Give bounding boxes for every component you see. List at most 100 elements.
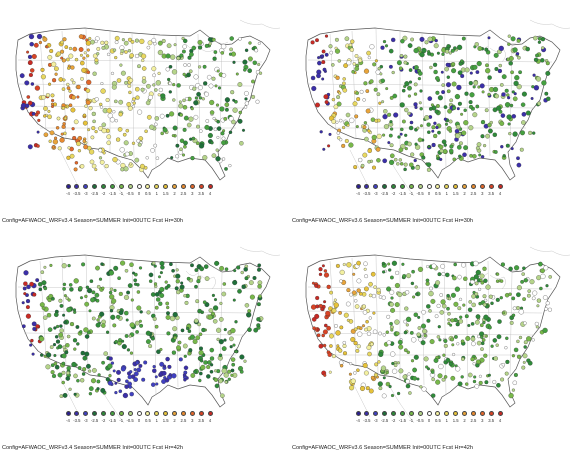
station-point [193,74,199,80]
station-point [144,129,148,134]
station-point [389,127,394,131]
station-point [96,47,101,51]
station-point [120,260,126,266]
station-point [58,298,63,303]
station-point [84,104,88,108]
station-point [228,116,234,122]
legend-label: 0 [427,418,431,423]
station-point [243,267,248,272]
station-point [368,293,373,298]
boundary-line [239,19,281,29]
station-point [182,98,186,103]
station-point [373,87,378,92]
station-point [145,156,149,160]
station-point [470,322,475,326]
legend-swatch [444,184,450,189]
station-point [535,325,539,329]
station-point [175,273,181,279]
station-point [158,301,163,306]
station-point [518,309,524,315]
station-point [540,58,545,63]
station-point [129,322,135,328]
station-point [453,46,457,50]
station-point [392,93,398,99]
station-point [463,276,468,281]
station-point [165,113,170,118]
legend-swatch [462,184,467,189]
station-point [457,101,462,106]
station-point [213,298,218,302]
station-point [209,99,215,106]
station-point [448,297,452,301]
station-point [498,63,503,68]
station-point [132,101,136,105]
station-point [390,275,394,280]
station-point [110,361,115,365]
station-point [499,83,504,87]
station-point [391,260,398,266]
station-point [317,56,321,60]
station-point [107,363,113,369]
station-point [82,113,87,117]
station-point [77,149,82,153]
station-point [450,292,456,298]
station-point [120,366,126,372]
station-point [94,129,98,134]
station-point [110,314,116,320]
station-point [473,80,479,86]
station-point [324,52,329,57]
station-point [472,64,478,70]
station-point [541,46,545,50]
station-point [425,278,430,283]
station-point [443,105,448,109]
station-point [175,154,180,159]
station-point [223,117,228,121]
station-point [70,65,75,70]
station-point [80,350,85,356]
station-point [419,36,425,42]
boundary-line [375,28,379,147]
station-point [152,83,156,87]
station-point [207,132,213,139]
station-point [401,262,405,266]
legend-label: 0.5 [144,191,151,196]
station-point [391,368,398,374]
station-point [31,53,37,60]
station-point [389,120,393,124]
station-point [446,293,450,298]
station-point [187,63,191,67]
legend-swatches [64,411,214,417]
station-point [391,37,396,43]
station-point [480,347,484,351]
station-point [475,70,480,74]
station-point [99,311,105,317]
station-point [118,338,122,343]
station-point [461,262,466,268]
station-point [367,351,372,357]
station-point [235,72,239,76]
station-point [535,76,542,82]
station-point [413,158,417,163]
station-point [55,339,61,344]
station-point [61,361,66,366]
station-point [112,110,116,114]
station-point [448,361,453,366]
station-point [318,303,323,309]
station-point [495,343,499,347]
station-point [448,148,454,154]
station-point [160,265,165,270]
station-point [317,60,322,66]
station-point [188,116,194,122]
station-point [36,33,43,40]
station-point [216,119,221,124]
station-point [229,36,234,41]
station-point [123,40,129,46]
legend-swatch [172,411,177,416]
station-point [405,379,410,384]
boundary-line [443,261,447,396]
station-point [439,293,444,297]
station-point [183,144,187,149]
station-point [390,393,395,398]
station-point [351,290,357,295]
station-point [94,97,99,102]
